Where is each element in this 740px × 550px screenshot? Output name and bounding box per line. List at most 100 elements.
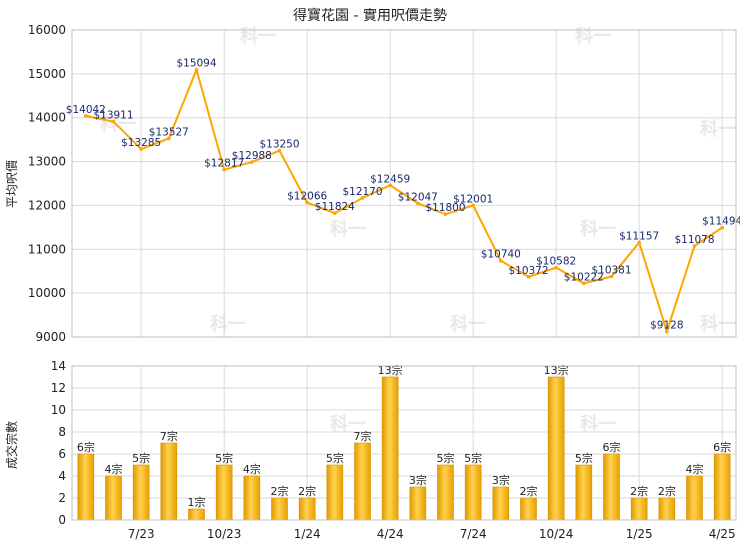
price-value-label: $11494	[702, 216, 740, 228]
count-tick-label: 8	[58, 425, 66, 439]
price-tick-label: 10000	[28, 286, 66, 300]
bar-value-label: 5宗	[464, 451, 482, 465]
transaction-bar	[132, 464, 150, 521]
price-point	[333, 211, 337, 215]
price-tick-label: 15000	[28, 67, 66, 81]
bar-value-label: 2宗	[630, 484, 648, 498]
price-value-label: $11078	[674, 234, 714, 246]
watermark-text: 科一	[330, 413, 366, 435]
count-plot-frame	[71, 365, 737, 521]
price-point	[471, 203, 475, 208]
count-tick-label: 4	[58, 469, 66, 483]
watermark-text: 科一	[580, 218, 616, 240]
price-point	[250, 160, 254, 164]
x-tick-label: 4/25	[709, 527, 736, 541]
bar-value-label: 5宗	[326, 451, 344, 465]
x-tick-label: 4/24	[377, 527, 404, 541]
transaction-bar	[492, 486, 510, 521]
price-point	[499, 258, 503, 263]
transaction-bar	[630, 497, 648, 521]
bar-value-label: 5宗	[215, 451, 233, 465]
chart-title: 得寶花園 - 實用呎價走勢	[293, 7, 447, 24]
transaction-bar	[520, 497, 537, 521]
bar-value-label: 7宗	[160, 429, 178, 443]
price-value-label: $12817	[204, 158, 244, 170]
transaction-bar	[547, 376, 565, 521]
price-point	[111, 119, 116, 124]
axes-layer: 9000 10000 11000 12000 13000 14000 15000 16000 0…	[28, 23, 737, 541]
price-point	[194, 67, 199, 72]
transaction-bar	[326, 464, 344, 521]
bar-value-label: 7宗	[354, 429, 372, 443]
count-tick-label: 6	[58, 447, 66, 461]
count-tick-label: 14	[51, 359, 66, 373]
price-value-label: $11824	[315, 201, 355, 213]
price-point	[443, 212, 448, 216]
price-plot-frame	[71, 29, 737, 338]
price-value-label: $12459	[370, 173, 410, 185]
watermark-text: 科一	[700, 118, 736, 140]
price-point	[305, 200, 309, 205]
price-point	[526, 275, 531, 279]
price-line-layer	[84, 66, 724, 335]
count-tick-label: 0	[58, 513, 66, 527]
transaction-bar	[575, 464, 593, 521]
price-value-label: $12047	[398, 191, 438, 203]
price-value-label: $15094	[176, 58, 216, 70]
watermark-text: 科一	[210, 313, 246, 335]
watermark-text: 科一	[100, 113, 136, 135]
price-tick-label: 16000	[28, 23, 66, 37]
price-point	[554, 265, 558, 270]
price-tick-label: 12000	[28, 198, 66, 212]
bar-value-label: 2宗	[298, 484, 316, 498]
price-value-label: $10222	[564, 271, 604, 283]
x-tick-label: 10/24	[539, 527, 574, 541]
price-axis-label: 平均呎價	[5, 160, 19, 208]
bar-value-label: 4宗	[243, 462, 261, 476]
transaction-bar	[77, 453, 95, 521]
watermark-text: 科一	[330, 218, 366, 240]
price-value-label: $10381	[591, 264, 631, 276]
price-value-label: $10372	[508, 265, 548, 277]
count-tick-label: 2	[58, 491, 66, 505]
watermark-text: 科一	[580, 413, 616, 435]
bar-value-label: 13宗	[544, 363, 569, 377]
price-value-label: $13527	[149, 126, 189, 138]
price-value-label: $13911	[93, 110, 133, 122]
price-value-label: $12066	[287, 191, 327, 203]
price-tick-label: 14000	[28, 111, 66, 125]
bar-value-label: 5宗	[575, 451, 593, 465]
watermark-text: 科一	[240, 25, 276, 47]
price-value-label: $12170	[342, 186, 382, 198]
price-point	[665, 329, 669, 334]
price-tick-label: 11000	[28, 242, 66, 256]
bar-value-label: 2宗	[658, 484, 676, 498]
transaction-bars: 6宗 4宗 5宗 7宗 1宗 5宗 4宗 2宗 2宗 5宗 7宗 13宗 3宗 5宗 5宗 3宗 2宗 13宗 5宗…	[77, 363, 731, 521]
bar-value-label: 3宗	[409, 473, 427, 487]
transaction-bar	[603, 453, 620, 521]
price-value-label: $13285	[121, 137, 161, 149]
bar-value-label: 5宗	[437, 451, 455, 465]
price-point	[360, 196, 365, 200]
price-tick-label: 13000	[28, 155, 66, 169]
price-value-label: $9128	[650, 319, 683, 331]
price-point	[582, 281, 586, 286]
transaction-bar	[215, 464, 233, 521]
price-tick-label: 9000	[35, 330, 66, 344]
bar-value-label: 1宗	[188, 495, 206, 509]
transaction-bar	[105, 475, 122, 521]
price-value-label: $10740	[481, 249, 521, 261]
price-point	[637, 240, 641, 245]
watermark-text: 科一	[700, 313, 736, 335]
price-point	[692, 244, 697, 248]
price-value-label: $12001	[453, 193, 493, 205]
price-point	[84, 114, 88, 118]
transaction-bar	[354, 442, 371, 521]
price-value-label: $11157	[619, 230, 659, 242]
bar-value-label: 5宗	[132, 451, 150, 465]
price-point	[720, 225, 724, 230]
price-point	[139, 147, 143, 151]
bar-value-label: 3宗	[492, 473, 510, 487]
watermark-text: 科一	[575, 25, 611, 47]
